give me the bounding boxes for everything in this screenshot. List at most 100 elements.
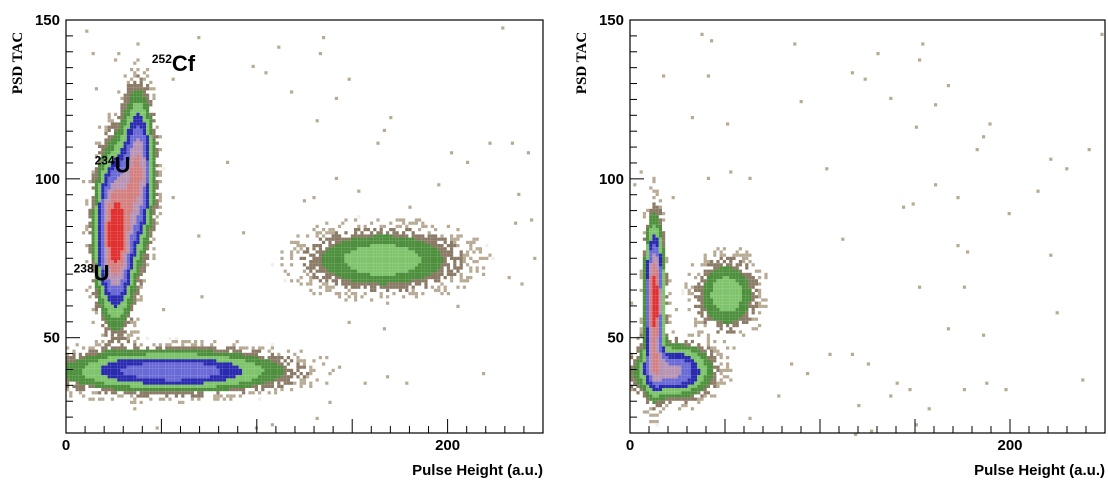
density-cell (639, 378, 643, 382)
density-cell (114, 228, 118, 232)
density-cell (649, 240, 653, 244)
density-cell (104, 362, 108, 366)
density-cell (350, 276, 354, 280)
density-cell (104, 320, 108, 324)
density-cell (142, 231, 146, 235)
density-cell (652, 208, 656, 212)
density-cell (85, 228, 89, 232)
density-cell (267, 365, 271, 369)
density-cell (649, 256, 653, 260)
density-cell (655, 375, 659, 379)
density-cell (114, 205, 118, 209)
density-cell (700, 263, 704, 267)
density-cell (366, 260, 370, 264)
density-cell (146, 394, 150, 398)
density-cell (655, 253, 659, 257)
density-cell (146, 202, 150, 206)
density-cell (405, 234, 409, 238)
density-cell (206, 349, 210, 353)
density-cell (98, 282, 102, 286)
density-cell (120, 196, 124, 200)
density-cell (165, 388, 169, 392)
density-cell (149, 144, 153, 148)
density-cell (98, 269, 102, 273)
density-cell (101, 170, 105, 174)
density-cell (101, 279, 105, 283)
density-cell (408, 269, 412, 273)
density-cell (187, 384, 191, 388)
density-cell (142, 167, 146, 171)
density-cell (98, 180, 102, 184)
density-cell (681, 362, 685, 366)
density-cell (710, 298, 714, 302)
density-cell (405, 282, 409, 286)
density-cell (642, 250, 646, 254)
density-cell (114, 378, 118, 382)
density-cell (446, 272, 450, 276)
density-cell (341, 282, 345, 286)
density-cell (110, 388, 114, 392)
density-cell (418, 282, 422, 286)
density-cell (703, 292, 707, 296)
density-cell (646, 311, 650, 315)
density-cell (107, 138, 111, 142)
density-cell (649, 317, 653, 321)
density-cell (386, 240, 390, 244)
density-cell (126, 141, 130, 145)
density-cell (398, 247, 402, 251)
density-cell (78, 384, 82, 388)
density-cell (110, 317, 114, 321)
density-cell (130, 183, 134, 187)
density-cell (181, 378, 185, 382)
density-cell (98, 365, 102, 369)
density-cell (110, 378, 114, 382)
density-cell (347, 260, 351, 264)
density-cell (735, 298, 739, 302)
density-cell (94, 250, 98, 254)
density-cell (799, 100, 803, 104)
density-cell (152, 378, 156, 382)
density-cell (136, 176, 140, 180)
density-cell (1087, 148, 1091, 152)
density-cell (338, 272, 342, 276)
x-tick-label: 200 (435, 437, 460, 454)
density-cell (437, 276, 441, 280)
density-cell (1081, 378, 1085, 382)
density-cell (219, 349, 223, 353)
density-cell (123, 173, 127, 177)
density-cell (158, 378, 162, 382)
density-cell (107, 170, 111, 174)
density-cell (82, 375, 86, 379)
density-cell (254, 375, 258, 379)
density-cell (139, 391, 143, 395)
density-cell (251, 384, 255, 388)
density-cell (690, 384, 694, 388)
density-cell (665, 388, 669, 392)
density-cell (491, 256, 495, 260)
density-cell (120, 160, 124, 164)
density-cell (649, 324, 653, 328)
density-cell (738, 295, 742, 299)
density-cell (389, 237, 393, 241)
density-cell (652, 244, 656, 248)
density-cell (123, 154, 127, 158)
density-cell (142, 189, 146, 193)
density-cell (123, 311, 127, 315)
density-cell (694, 346, 698, 350)
density-cell (123, 266, 127, 270)
density-cell (684, 352, 688, 356)
density-cell (456, 269, 460, 273)
density-cell (85, 372, 89, 376)
density-cell (91, 244, 95, 248)
density-cell (194, 359, 198, 363)
density-cell (123, 132, 127, 136)
density-cell (75, 381, 79, 385)
density-cell (238, 346, 242, 350)
density-cell (139, 253, 143, 257)
density-cell (456, 237, 460, 241)
density-cell (139, 263, 143, 267)
density-cell (149, 205, 153, 209)
density-cell (302, 244, 306, 248)
density-cell (722, 288, 726, 292)
density-cell (366, 282, 370, 286)
